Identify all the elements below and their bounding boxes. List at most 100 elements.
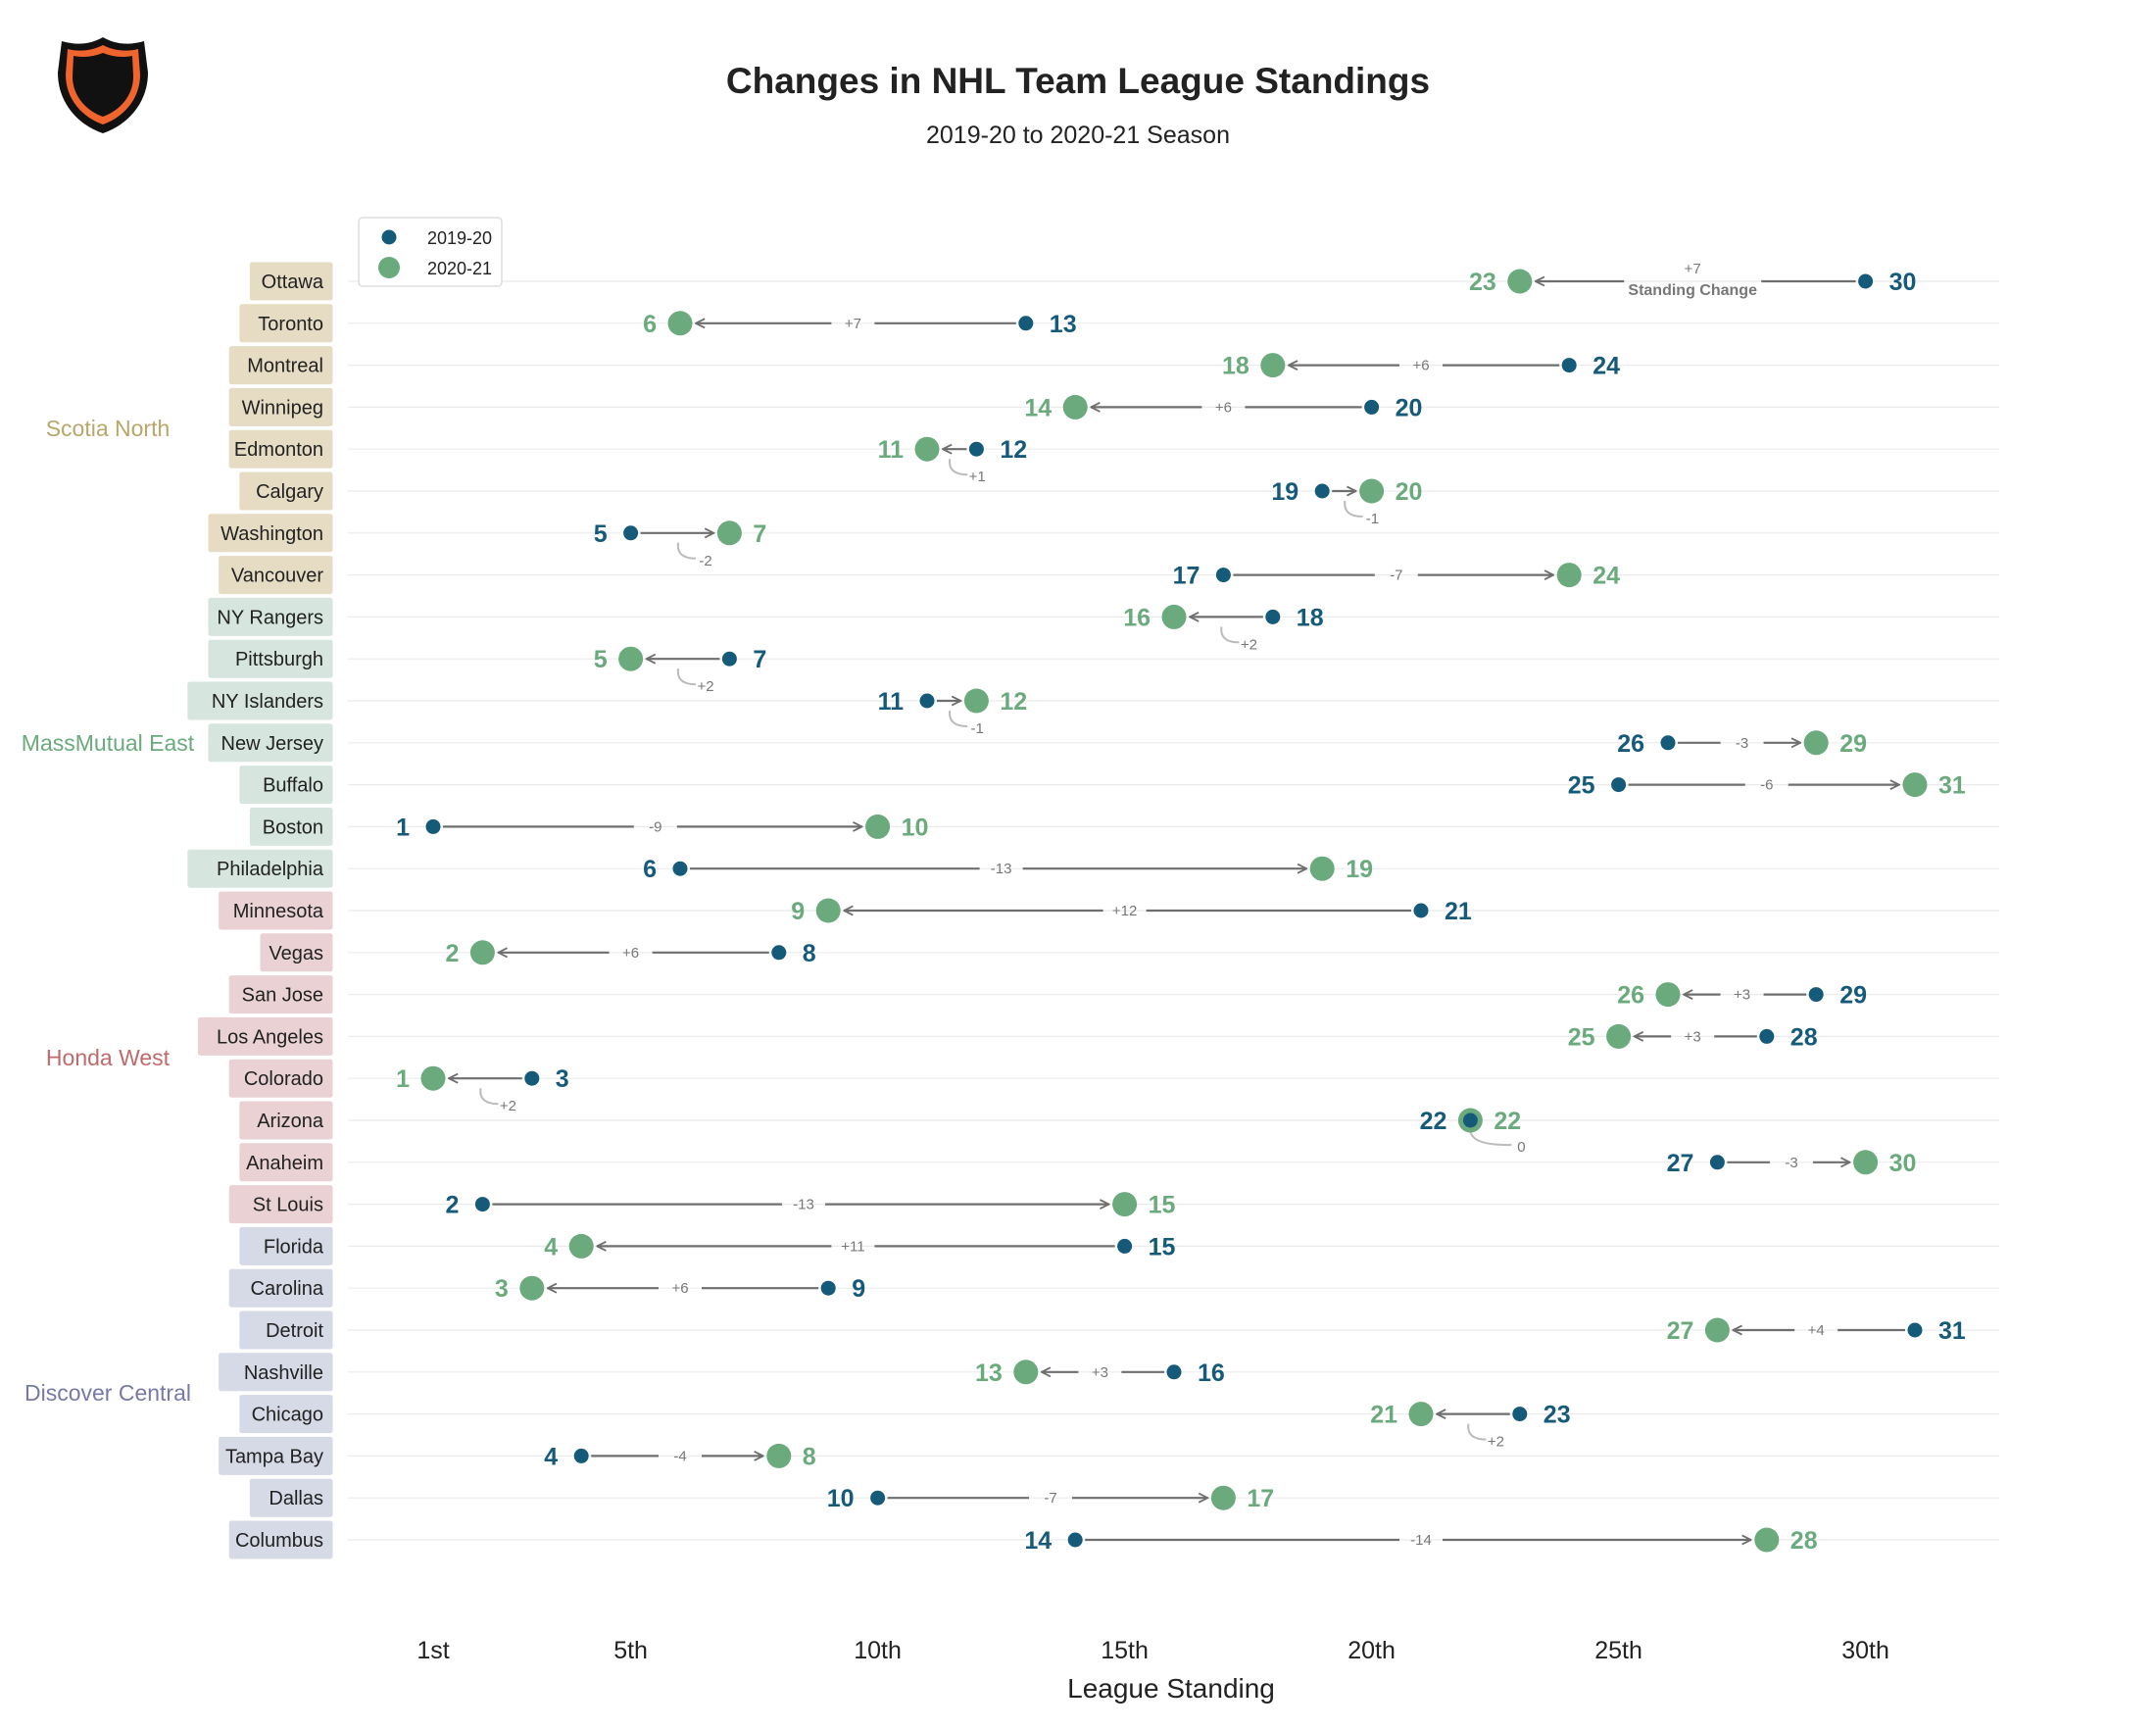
team-label-box bbox=[249, 1478, 333, 1517]
team-label: Tampa Bay bbox=[225, 1446, 323, 1467]
change-label: +3 bbox=[1734, 987, 1750, 1004]
change-label: 0 bbox=[1517, 1139, 1525, 1156]
change-label-connector bbox=[949, 710, 968, 727]
team-label-box bbox=[239, 1101, 333, 1140]
change-label: +1 bbox=[969, 469, 986, 485]
value-label-2020-21: 28 bbox=[1790, 1527, 1818, 1555]
value-label-2020-21: 6 bbox=[643, 311, 657, 338]
team-label: Pittsburgh bbox=[235, 649, 323, 670]
value-label-2020-21: 1 bbox=[396, 1065, 410, 1093]
value-label-2020-21: 4 bbox=[544, 1233, 558, 1260]
point-2019-20 bbox=[474, 1197, 490, 1212]
point-2020-21 bbox=[1309, 856, 1335, 881]
chart-subtitle: 2019-20 to 2020-21 Season bbox=[926, 122, 1230, 149]
value-label-2019-20: 1 bbox=[396, 814, 410, 841]
value-label-2020-21: 8 bbox=[803, 1443, 816, 1470]
point-2020-21 bbox=[1013, 1359, 1039, 1385]
team-label-box bbox=[228, 429, 333, 469]
change-label: +2 bbox=[697, 678, 713, 695]
value-label-2019-20: 24 bbox=[1592, 353, 1620, 380]
team-label: Vegas bbox=[269, 943, 323, 964]
team-label: Calgary bbox=[256, 481, 323, 503]
point-2020-21 bbox=[914, 436, 940, 462]
x-tick-label: 25th bbox=[1594, 1637, 1642, 1664]
value-label-2019-20: 22 bbox=[1420, 1108, 1447, 1135]
team-label-box bbox=[219, 1353, 333, 1392]
team-label: Minnesota bbox=[233, 901, 324, 922]
point-2020-21 bbox=[865, 814, 891, 839]
point-2020-21 bbox=[420, 1065, 446, 1091]
point-2019-20 bbox=[1561, 358, 1577, 373]
point-2019-20 bbox=[919, 693, 935, 709]
value-label-2020-21: 30 bbox=[1889, 1150, 1917, 1177]
point-2019-20 bbox=[968, 441, 984, 457]
point-2019-20 bbox=[623, 525, 639, 541]
x-tick-label: 10th bbox=[854, 1637, 902, 1664]
value-label-2020-21: 23 bbox=[1469, 269, 1496, 296]
point-2019-20 bbox=[1512, 1407, 1528, 1422]
value-label-2019-20: 9 bbox=[852, 1275, 865, 1303]
point-2020-21 bbox=[1655, 982, 1681, 1008]
change-label-connector bbox=[1467, 1423, 1487, 1441]
value-label-2019-20: 8 bbox=[803, 940, 816, 967]
change-label: +6 bbox=[622, 945, 639, 962]
value-label-2020-21: 10 bbox=[902, 814, 929, 841]
value-label-2019-20: 6 bbox=[643, 856, 657, 883]
change-label: -7 bbox=[1390, 568, 1402, 584]
value-label-2019-20: 15 bbox=[1149, 1233, 1176, 1260]
point-2019-20 bbox=[524, 1070, 540, 1086]
team-label-box bbox=[228, 387, 333, 426]
point-2019-20 bbox=[1808, 987, 1824, 1003]
point-2019-20 bbox=[1907, 1322, 1923, 1338]
team-label: Montreal bbox=[247, 356, 323, 377]
x-axis-label: League Standing bbox=[1067, 1673, 1275, 1704]
team-label: Arizona bbox=[257, 1111, 324, 1132]
point-2020-21 bbox=[1704, 1317, 1730, 1343]
change-label: +2 bbox=[1241, 636, 1257, 653]
team-label: Los Angeles bbox=[217, 1026, 323, 1048]
point-2019-20 bbox=[672, 861, 688, 876]
team-label: Washington bbox=[220, 523, 323, 545]
value-label-2020-21: 3 bbox=[495, 1275, 509, 1303]
change-label: -7 bbox=[1044, 1490, 1056, 1507]
team-label: NY Rangers bbox=[217, 607, 323, 628]
value-label-2020-21: 15 bbox=[1149, 1192, 1176, 1219]
team-label: St Louis bbox=[253, 1195, 323, 1216]
team-label: Colorado bbox=[244, 1068, 323, 1090]
point-2019-20 bbox=[1018, 316, 1034, 331]
point-2020-21 bbox=[1161, 604, 1187, 629]
team-label-box bbox=[197, 1016, 333, 1056]
team-label: Chicago bbox=[252, 1405, 323, 1426]
value-label-2019-20: 29 bbox=[1839, 982, 1867, 1010]
value-label-2020-21: 21 bbox=[1370, 1402, 1397, 1429]
change-label: -3 bbox=[1785, 1155, 1797, 1171]
point-2019-20 bbox=[1314, 483, 1330, 499]
team-label-box bbox=[228, 1268, 333, 1308]
point-2019-20 bbox=[870, 1490, 886, 1506]
value-label-2019-20: 28 bbox=[1790, 1023, 1818, 1051]
team-label-box bbox=[219, 556, 333, 595]
value-label-2019-20: 25 bbox=[1568, 772, 1595, 800]
value-label-2020-21: 31 bbox=[1938, 772, 1966, 800]
value-label-2020-21: 9 bbox=[791, 898, 805, 925]
team-label: Buffalo bbox=[263, 775, 323, 797]
value-label-2020-21: 27 bbox=[1667, 1317, 1694, 1345]
change-label: -14 bbox=[1410, 1532, 1432, 1549]
value-label-2020-21: 25 bbox=[1568, 1023, 1595, 1051]
change-label-connector bbox=[676, 542, 697, 560]
point-2019-20 bbox=[721, 651, 737, 667]
x-tick-label: 1st bbox=[416, 1637, 449, 1664]
change-label: +3 bbox=[1092, 1364, 1108, 1381]
point-2020-21 bbox=[469, 940, 495, 965]
change-label: +6 bbox=[1412, 358, 1429, 374]
point-2020-21 bbox=[1210, 1485, 1236, 1510]
change-label: -9 bbox=[649, 818, 662, 835]
change-label: +6 bbox=[1215, 399, 1232, 416]
team-label-box bbox=[187, 849, 333, 888]
change-label-connector bbox=[676, 668, 697, 686]
x-tick-label: 20th bbox=[1348, 1637, 1396, 1664]
point-2020-21 bbox=[1507, 269, 1533, 294]
team-label-box bbox=[208, 639, 333, 678]
